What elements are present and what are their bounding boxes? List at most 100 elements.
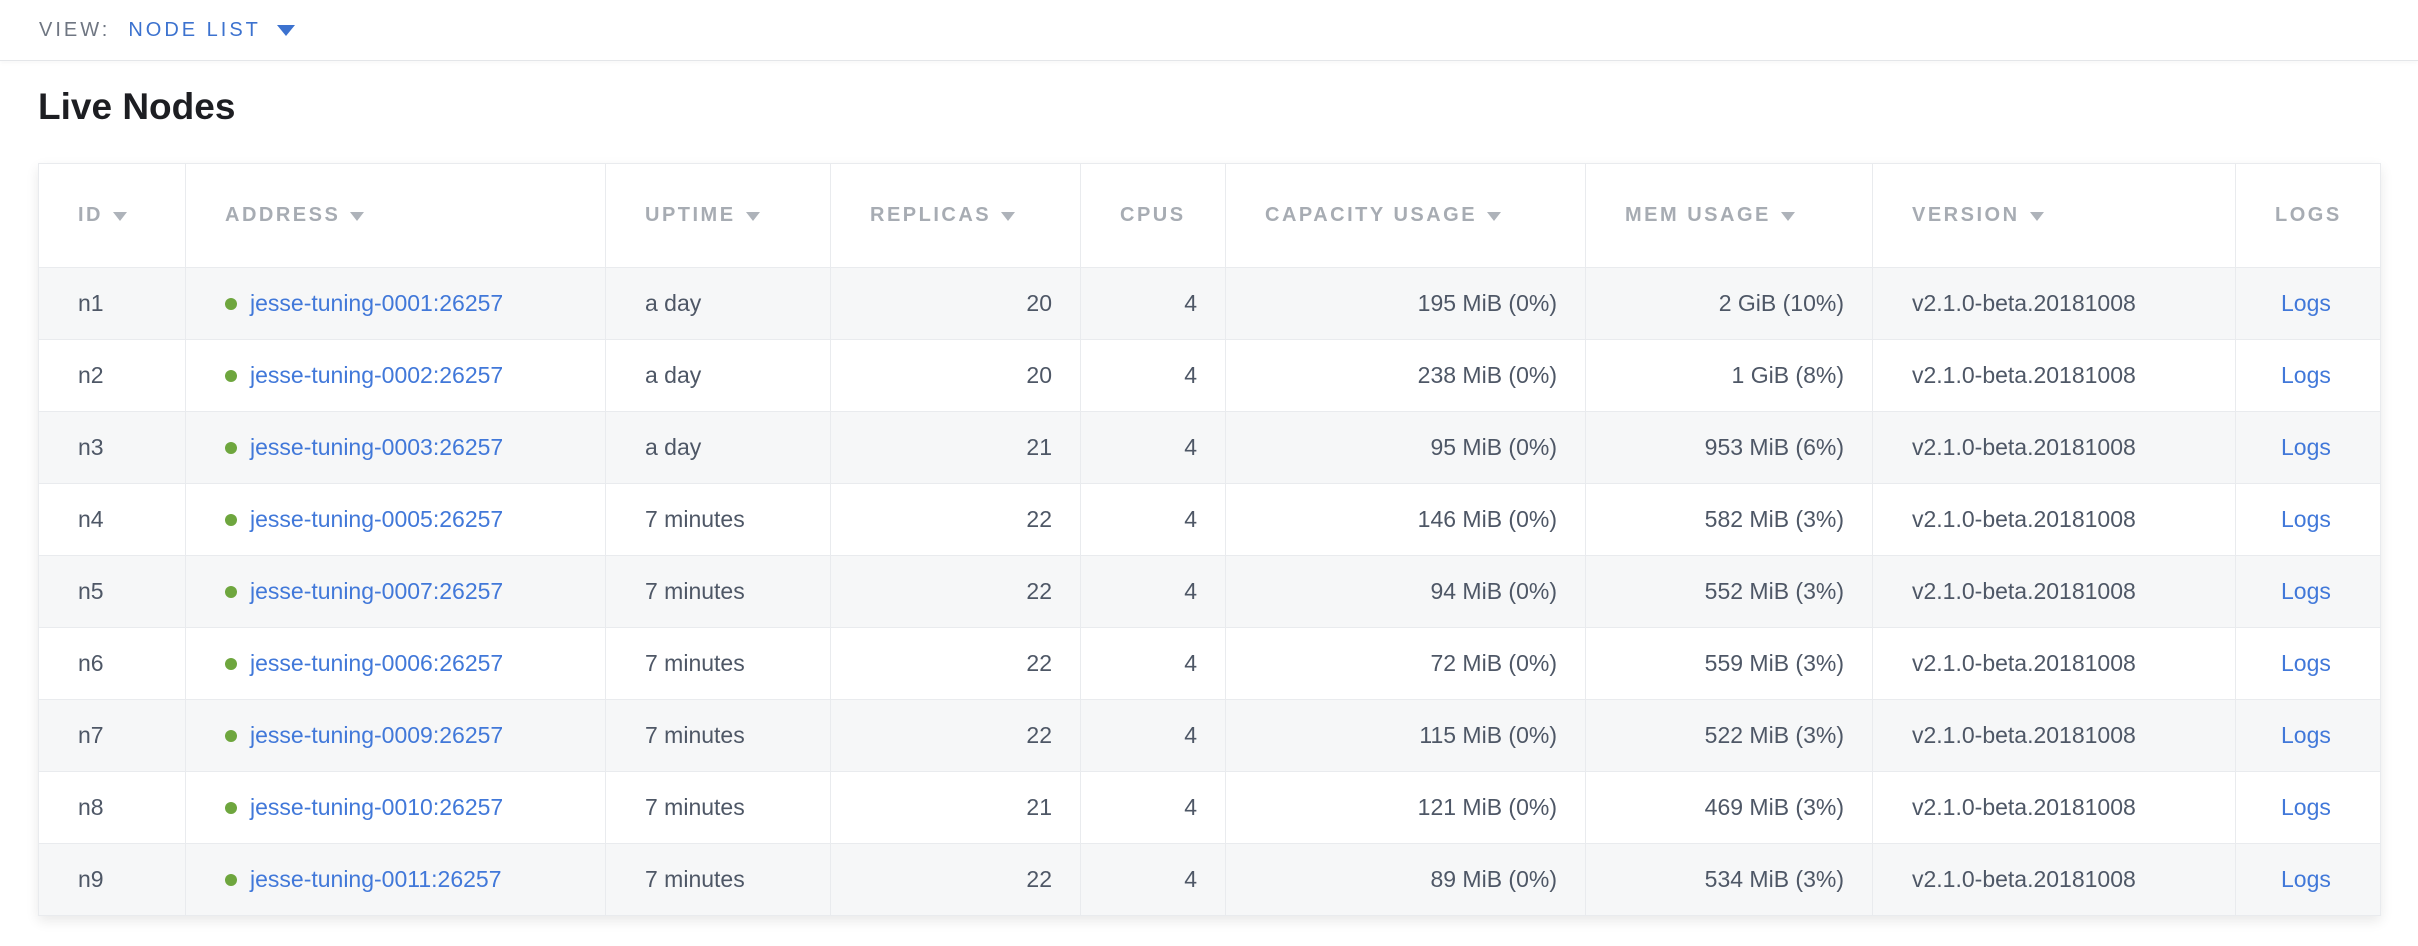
cell-mem: 469 MiB (3%) xyxy=(1585,771,1873,844)
cell-uptime: a day xyxy=(605,339,831,412)
logs-link[interactable]: Logs xyxy=(2281,794,2331,820)
cell-id: n6 xyxy=(38,627,186,700)
column-header-label: ADDRESS xyxy=(225,204,341,226)
view-selector-dropdown[interactable]: NODE LIST xyxy=(128,19,295,42)
column-header-version[interactable]: VERSION xyxy=(1872,163,2236,268)
cell-id: n4 xyxy=(38,483,186,556)
logs-link[interactable]: Logs xyxy=(2281,866,2331,892)
logs-link[interactable]: Logs xyxy=(2281,434,2331,460)
table-row: n7 jesse-tuning-0009:26257 7 minutes 22 4 115… xyxy=(38,699,2381,772)
cell-id: n9 xyxy=(38,843,186,916)
sort-icon xyxy=(113,212,127,221)
cell-logs: Logs xyxy=(2235,771,2381,844)
logs-link[interactable]: Logs xyxy=(2281,722,2331,748)
caret-down-icon xyxy=(276,24,295,36)
cell-uptime: a day xyxy=(605,267,831,340)
cell-cpus: 4 xyxy=(1080,339,1226,412)
column-header-label: REPLICAS xyxy=(870,204,992,226)
cell-cpus: 4 xyxy=(1080,267,1226,340)
table-row: n3 jesse-tuning-0003:26257 a day 21 4 95 MiB … xyxy=(38,411,2381,484)
cell-version: v2.1.0-beta.20181008 xyxy=(1872,483,2236,556)
live-status-dot-icon xyxy=(225,442,237,454)
address-link[interactable]: jesse-tuning-0006:26257 xyxy=(250,650,504,676)
cell-mem: 953 MiB (6%) xyxy=(1585,411,1873,484)
cell-address: jesse-tuning-0011:26257 xyxy=(185,843,606,916)
column-header-capacity-usage[interactable]: CAPACITY USAGE xyxy=(1225,163,1586,268)
column-header-id[interactable]: ID xyxy=(38,163,186,268)
address-link[interactable]: jesse-tuning-0002:26257 xyxy=(250,362,504,388)
logs-link[interactable]: Logs xyxy=(2281,650,2331,676)
column-header-label: CPUS xyxy=(1120,204,1186,226)
cell-cpus: 4 xyxy=(1080,843,1226,916)
node-table-body: n1 jesse-tuning-0001:26257 a day 20 4 195 MiB… xyxy=(38,267,2381,916)
cell-replicas: 22 xyxy=(830,627,1081,700)
address-link[interactable]: jesse-tuning-0009:26257 xyxy=(250,722,504,748)
live-status-dot-icon xyxy=(225,514,237,526)
cell-capacity: 146 MiB (0%) xyxy=(1225,483,1586,556)
live-status-dot-icon xyxy=(225,370,237,382)
cell-id: n8 xyxy=(38,771,186,844)
table-row: n9 jesse-tuning-0011:26257 7 minutes 22 4 89 … xyxy=(38,843,2381,916)
cell-capacity: 121 MiB (0%) xyxy=(1225,771,1586,844)
cell-uptime: a day xyxy=(605,411,831,484)
cell-address: jesse-tuning-0002:26257 xyxy=(185,339,606,412)
cell-logs: Logs xyxy=(2235,339,2381,412)
live-status-dot-icon xyxy=(225,658,237,670)
cell-cpus: 4 xyxy=(1080,699,1226,772)
live-status-dot-icon xyxy=(225,298,237,310)
logs-link[interactable]: Logs xyxy=(2281,506,2331,532)
view-selector-bar: VIEW: NODE LIST xyxy=(0,0,2418,61)
cell-logs: Logs xyxy=(2235,843,2381,916)
cell-mem: 1 GiB (8%) xyxy=(1585,339,1873,412)
sort-icon xyxy=(1487,212,1502,221)
address-link[interactable]: jesse-tuning-0001:26257 xyxy=(250,290,504,316)
cell-capacity: 72 MiB (0%) xyxy=(1225,627,1586,700)
address-link[interactable]: jesse-tuning-0003:26257 xyxy=(250,434,504,460)
address-link[interactable]: jesse-tuning-0007:26257 xyxy=(250,578,504,604)
cell-capacity: 94 MiB (0%) xyxy=(1225,555,1586,628)
logs-link[interactable]: Logs xyxy=(2281,362,2331,388)
logs-link[interactable]: Logs xyxy=(2281,290,2331,316)
view-label: VIEW: xyxy=(39,18,111,41)
cell-mem: 552 MiB (3%) xyxy=(1585,555,1873,628)
column-header-cpus: CPUS xyxy=(1080,163,1226,268)
cell-replicas: 22 xyxy=(830,555,1081,628)
cell-address: jesse-tuning-0010:26257 xyxy=(185,771,606,844)
column-header-address[interactable]: ADDRESS xyxy=(185,163,606,268)
column-header-uptime[interactable]: UPTIME xyxy=(605,163,831,268)
cell-id: n5 xyxy=(38,555,186,628)
live-status-dot-icon xyxy=(225,874,237,886)
cell-cpus: 4 xyxy=(1080,627,1226,700)
logs-link[interactable]: Logs xyxy=(2281,578,2331,604)
main-content: Live Nodes ID ADDRESS UPTIME REPLICAS xyxy=(0,85,2418,916)
column-header-mem-usage[interactable]: MEM USAGE xyxy=(1585,163,1873,268)
cell-replicas: 22 xyxy=(830,483,1081,556)
cell-logs: Logs xyxy=(2235,483,2381,556)
cell-logs: Logs xyxy=(2235,699,2381,772)
column-header-label: UPTIME xyxy=(645,204,736,226)
cell-replicas: 22 xyxy=(830,843,1081,916)
view-selected-value: NODE LIST xyxy=(128,18,261,41)
cell-cpus: 4 xyxy=(1080,555,1226,628)
cell-id: n3 xyxy=(38,411,186,484)
cell-cpus: 4 xyxy=(1080,411,1226,484)
cell-mem: 2 GiB (10%) xyxy=(1585,267,1873,340)
live-status-dot-icon xyxy=(225,730,237,742)
address-link[interactable]: jesse-tuning-0010:26257 xyxy=(250,794,504,820)
cell-capacity: 195 MiB (0%) xyxy=(1225,267,1586,340)
cell-address: jesse-tuning-0006:26257 xyxy=(185,627,606,700)
cell-address: jesse-tuning-0005:26257 xyxy=(185,483,606,556)
cell-replicas: 21 xyxy=(830,411,1081,484)
cell-mem: 582 MiB (3%) xyxy=(1585,483,1873,556)
address-link[interactable]: jesse-tuning-0011:26257 xyxy=(250,866,502,892)
cell-uptime: 7 minutes xyxy=(605,555,831,628)
live-status-dot-icon xyxy=(225,802,237,814)
sort-icon xyxy=(2029,212,2044,221)
cell-logs: Logs xyxy=(2235,267,2381,340)
cell-version: v2.1.0-beta.20181008 xyxy=(1872,555,2236,628)
column-header-replicas[interactable]: REPLICAS xyxy=(830,163,1081,268)
address-link[interactable]: jesse-tuning-0005:26257 xyxy=(250,506,504,532)
cell-mem: 522 MiB (3%) xyxy=(1585,699,1873,772)
cell-address: jesse-tuning-0007:26257 xyxy=(185,555,606,628)
cell-id: n1 xyxy=(38,267,186,340)
